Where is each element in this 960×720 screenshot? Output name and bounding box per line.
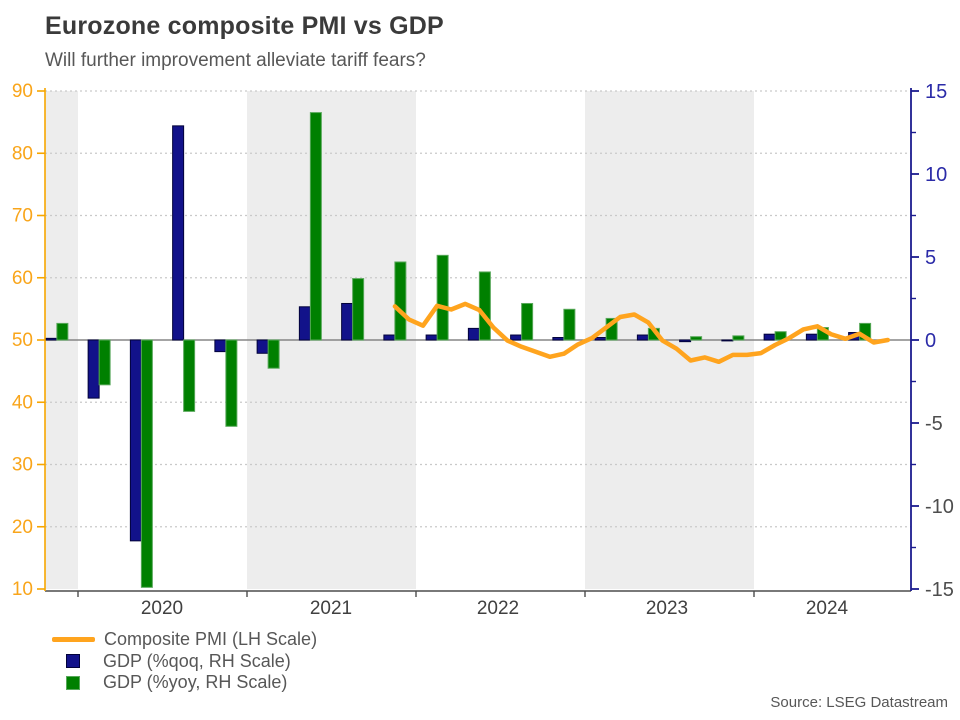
- bar-yoy-2023Q3: [690, 336, 703, 341]
- bar-yoy-2021Q1: [267, 339, 280, 369]
- right-tick-label--5: -5: [925, 413, 943, 435]
- bar-yoy-2022Q3: [521, 302, 534, 341]
- bar-qoq-2019Q4: [45, 337, 58, 341]
- bar-qoq-2023Q2: [636, 334, 649, 341]
- legend: Composite PMI (LH Scale) GDP (%qoq, RH S…: [52, 629, 317, 694]
- bar-qoq-2020Q1: [87, 339, 100, 399]
- left-tick-label-80: 80: [12, 143, 33, 164]
- right-tick-label-10: 10: [925, 164, 947, 186]
- left-tick-label-60: 60: [12, 268, 33, 289]
- pmi-line: [392, 301, 891, 365]
- left-tick-label-50: 50: [12, 330, 33, 351]
- legend-label-gdp-yoy: GDP (%yoy, RH Scale): [103, 672, 288, 693]
- bar-qoq-2020Q2: [129, 339, 142, 542]
- left-tick-label-10: 10: [12, 579, 33, 600]
- bar-yoy-2023Q4: [732, 335, 745, 341]
- bar-yoy-2022Q4: [563, 308, 576, 341]
- bar-qoq-2021Q3: [341, 302, 354, 341]
- bar-qoq-2022Q1: [425, 334, 438, 341]
- chart-title: Eurozone composite PMI vs GDP: [45, 12, 444, 40]
- bar-qoq-2023Q1: [594, 337, 607, 341]
- legend-item-gdp-qoq: GDP (%qoq, RH Scale): [52, 651, 317, 673]
- year-label-2021: 2021: [310, 598, 352, 619]
- bar-yoy-2021Q3: [352, 278, 365, 341]
- bar-yoy-2020Q2: [140, 339, 153, 588]
- bar-qoq-2021Q1: [256, 339, 269, 354]
- bar-qoq-2022Q2: [467, 327, 480, 341]
- right-tick-label-5: 5: [925, 247, 936, 269]
- bar-qoq-2022Q3: [510, 334, 523, 341]
- year-label-2020: 2020: [141, 598, 183, 619]
- left-tick-label-40: 40: [12, 392, 33, 413]
- bar-yoy-2020Q4: [225, 339, 238, 427]
- right-tick-label-15: 15: [925, 81, 947, 103]
- bar-qoq-2023Q3: [679, 339, 692, 343]
- year-label-2024: 2024: [806, 598, 849, 619]
- legend-item-pmi: Composite PMI (LH Scale): [52, 629, 317, 651]
- right-axis: -15 -10 -5 0 5 10 15: [910, 81, 954, 601]
- left-tick-label-70: 70: [12, 206, 33, 227]
- year-label-2022: 2022: [477, 598, 519, 619]
- gridlines: [45, 90, 911, 528]
- bar-yoy-2020Q3: [183, 339, 196, 412]
- bar-qoq-2021Q4: [383, 334, 396, 341]
- bar-qoq-2021Q2: [298, 306, 311, 341]
- bar-qoq-2024Q2: [805, 333, 818, 341]
- source-note: Source: LSEG Datastream: [770, 694, 948, 711]
- year-label-2023: 2023: [646, 598, 688, 619]
- bar-qoq-2024Q1: [763, 333, 776, 341]
- legend-item-gdp-yoy: GDP (%yoy, RH Scale): [52, 672, 317, 694]
- chart-subtitle: Will further improvement alleviate tarif…: [45, 50, 426, 71]
- pmi-line-swatch: [52, 637, 95, 643]
- bar-yoy-2021Q2: [309, 112, 322, 341]
- bar-yoy-2020Q1: [98, 339, 111, 386]
- left-tick-label-30: 30: [12, 455, 33, 476]
- bar-qoq-2020Q3: [172, 125, 185, 341]
- bar-qoq-2020Q4: [214, 339, 227, 353]
- gdp-yoy-bars: [56, 112, 872, 588]
- bar-qoq-2023Q4: [721, 339, 734, 342]
- legend-label-gdp-qoq: GDP (%qoq, RH Scale): [103, 650, 291, 671]
- right-tick-label--10: -10: [925, 496, 954, 518]
- left-axis: 10 20 30 40 50 60 70 80 90: [12, 81, 46, 600]
- left-tick-label-20: 20: [12, 517, 33, 538]
- legend-label-pmi: Composite PMI (LH Scale): [104, 629, 318, 650]
- bar-yoy-2019Q4: [56, 322, 69, 341]
- left-tick-label-90: 90: [12, 81, 33, 102]
- bar-yoy-2022Q2: [478, 271, 491, 341]
- bar-yoy-2021Q4: [394, 261, 407, 341]
- gdp-qoq-swatch: [66, 654, 80, 669]
- right-tick-label-0: 0: [925, 330, 936, 352]
- bar-qoq-2022Q4: [552, 337, 565, 341]
- x-axis: 2020 2021 2022 2023 2024: [45, 590, 911, 619]
- right-tick-label--15: -15: [925, 579, 954, 601]
- bar-yoy-2022Q1: [436, 254, 449, 341]
- gdp-yoy-swatch: [66, 675, 80, 690]
